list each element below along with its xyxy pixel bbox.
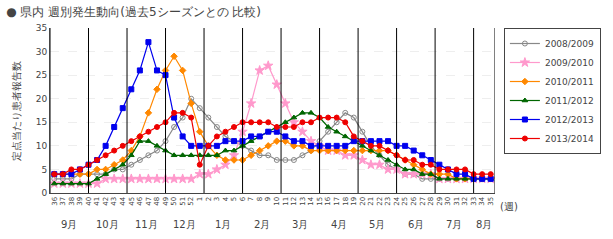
svg-text:11: 11 (282, 197, 290, 206)
svg-text:36: 36 (51, 196, 59, 205)
svg-text:18: 18 (342, 197, 350, 206)
svg-text:51: 51 (179, 197, 187, 206)
svg-text:2013/2014: 2013/2014 (545, 134, 594, 144)
svg-text:19: 19 (350, 197, 358, 206)
svg-text:3: 3 (213, 197, 221, 201)
svg-text:5月: 5月 (369, 219, 385, 230)
svg-text:(週): (週) (500, 201, 518, 212)
svg-text:11月: 11月 (135, 219, 158, 230)
svg-text:6: 6 (239, 196, 247, 201)
svg-text:35: 35 (487, 197, 495, 206)
svg-text:14: 14 (307, 196, 315, 205)
svg-text:32: 32 (461, 197, 469, 206)
svg-text:52: 52 (187, 197, 195, 206)
svg-text:10月: 10月 (96, 219, 119, 230)
svg-text:15: 15 (316, 197, 324, 206)
svg-text:47: 47 (145, 197, 153, 206)
svg-text:定点当たり患者報告数: 定点当たり患者報告数 (11, 61, 22, 161)
svg-text:33: 33 (470, 197, 478, 206)
svg-text:8月: 8月 (476, 219, 492, 230)
svg-text:12: 12 (290, 197, 298, 206)
svg-text:37: 37 (59, 197, 67, 206)
svg-text:20: 20 (36, 94, 48, 104)
svg-text:44: 44 (119, 196, 127, 205)
svg-text:9: 9 (264, 197, 272, 201)
svg-text:17: 17 (333, 197, 341, 206)
svg-text:31: 31 (453, 197, 461, 206)
svg-text:50: 50 (170, 197, 178, 206)
svg-text:22: 22 (376, 197, 384, 206)
svg-text:35: 35 (36, 23, 47, 33)
svg-text:16: 16 (324, 196, 332, 205)
svg-text:30: 30 (444, 197, 452, 206)
svg-text:29: 29 (436, 197, 444, 206)
svg-text:2: 2 (205, 197, 213, 201)
svg-text:2010/2011: 2010/2011 (545, 77, 594, 87)
svg-text:40: 40 (85, 197, 93, 206)
svg-text:43: 43 (110, 197, 118, 206)
svg-text:25: 25 (401, 197, 409, 206)
svg-text:34: 34 (478, 196, 486, 205)
svg-text:7月: 7月 (446, 219, 462, 230)
svg-text:48: 48 (153, 197, 161, 206)
svg-text:2008/2009: 2008/2009 (545, 39, 594, 49)
svg-text:8: 8 (256, 197, 264, 201)
svg-text:13: 13 (299, 197, 307, 206)
svg-text:20: 20 (359, 197, 367, 206)
svg-text:28: 28 (427, 197, 435, 206)
svg-text:1: 1 (196, 197, 204, 201)
svg-text:46: 46 (136, 196, 144, 205)
svg-text:49: 49 (162, 197, 170, 206)
svg-text:4: 4 (222, 196, 230, 201)
svg-text:2011/2012: 2011/2012 (545, 96, 594, 106)
svg-text:25: 25 (36, 70, 47, 80)
svg-text:26: 26 (410, 196, 418, 205)
svg-text:24: 24 (393, 196, 401, 205)
svg-text:1月: 1月 (215, 219, 231, 230)
svg-text:7: 7 (247, 197, 255, 201)
svg-text:0: 0 (41, 188, 47, 198)
svg-text:12月: 12月 (173, 219, 196, 230)
svg-text:● 県内 週別発生動向(過去5シーズンとの 比較): ● 県内 週別発生動向(過去5シーズンとの 比較) (6, 5, 261, 19)
svg-text:2月: 2月 (254, 219, 270, 230)
svg-text:39: 39 (76, 197, 84, 206)
svg-text:30: 30 (36, 47, 48, 57)
svg-text:10: 10 (273, 197, 281, 206)
svg-text:15: 15 (36, 117, 47, 127)
svg-text:42: 42 (102, 197, 110, 206)
svg-text:3月: 3月 (292, 219, 308, 230)
svg-text:2012/2013: 2012/2013 (545, 115, 594, 125)
svg-text:23: 23 (384, 197, 392, 206)
svg-text:45: 45 (128, 197, 136, 206)
svg-text:5: 5 (230, 197, 238, 201)
svg-text:2009/2010: 2009/2010 (545, 58, 594, 68)
svg-text:10: 10 (36, 141, 48, 151)
svg-text:6月: 6月 (408, 219, 424, 230)
svg-text:38: 38 (68, 197, 76, 206)
svg-text:9月: 9月 (61, 219, 77, 230)
svg-text:21: 21 (367, 197, 375, 206)
svg-text:27: 27 (419, 197, 427, 206)
svg-text:41: 41 (93, 197, 101, 206)
svg-text:5: 5 (41, 165, 47, 175)
svg-text:4月: 4月 (331, 219, 347, 230)
